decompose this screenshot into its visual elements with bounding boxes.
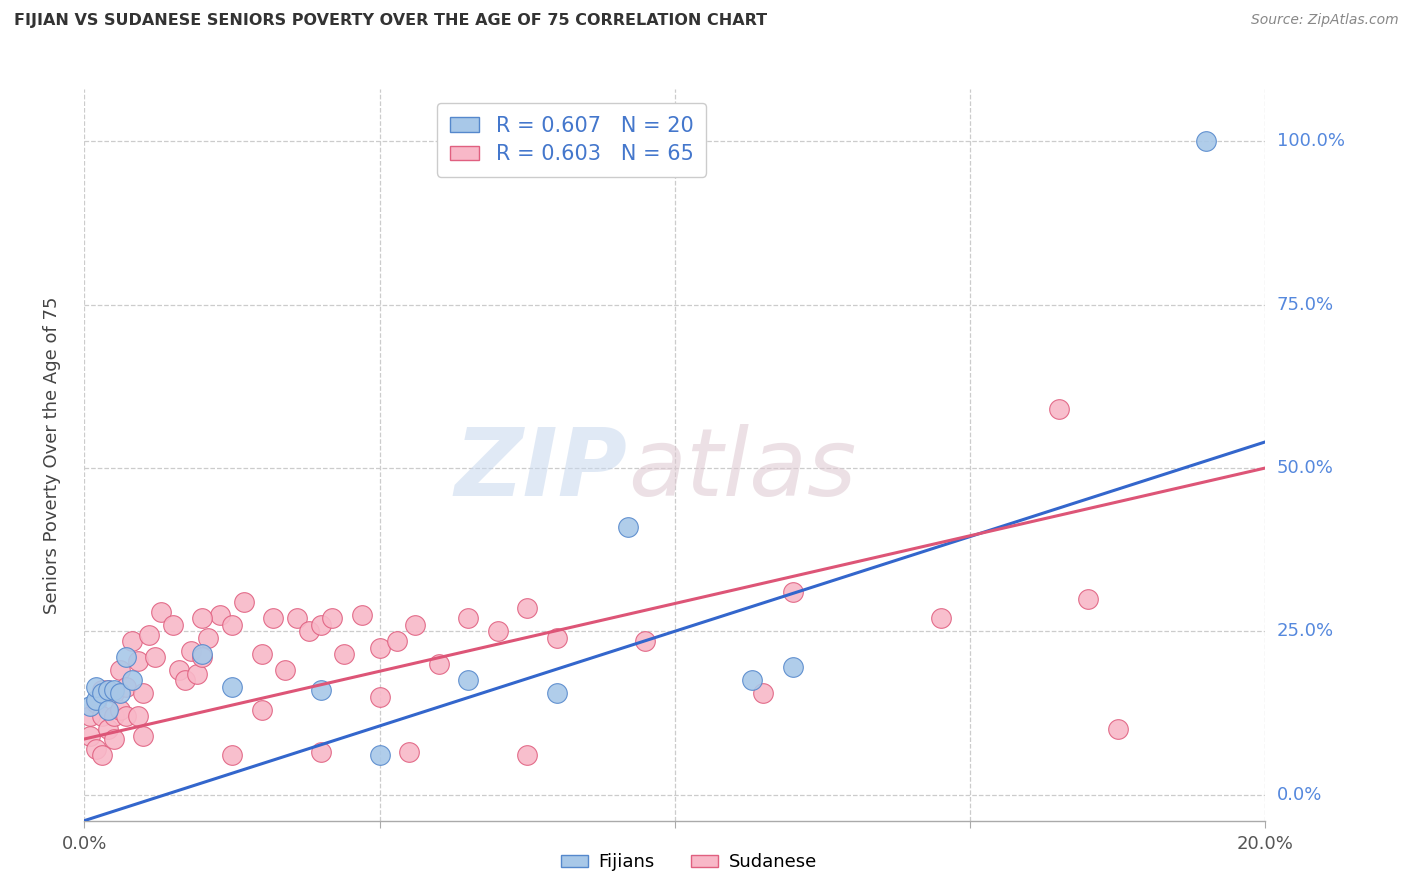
Point	[132, 686, 155, 700]
Text: FIJIAN VS SUDANESE SENIORS POVERTY OVER THE AGE OF 75 CORRELATION CHART: FIJIAN VS SUDANESE SENIORS POVERTY OVER …	[14, 13, 768, 29]
Point	[221, 680, 243, 694]
Point	[616, 520, 638, 534]
Point	[162, 617, 184, 632]
Point	[274, 664, 297, 678]
Text: 25.0%: 25.0%	[1277, 623, 1334, 640]
Point	[121, 634, 143, 648]
Point	[368, 640, 391, 655]
Point	[84, 696, 107, 710]
Point	[232, 595, 254, 609]
Point	[486, 624, 509, 639]
Point	[398, 745, 420, 759]
Point	[191, 647, 214, 661]
Point	[103, 709, 125, 723]
Point	[1195, 135, 1218, 149]
Point	[250, 647, 273, 661]
Point	[121, 673, 143, 688]
Point	[221, 617, 243, 632]
Text: 100.0%: 100.0%	[1277, 132, 1344, 151]
Point	[191, 611, 214, 625]
Point	[91, 748, 114, 763]
Point	[516, 748, 538, 763]
Point	[143, 650, 166, 665]
Point	[114, 709, 136, 723]
Point	[186, 666, 208, 681]
Point	[103, 731, 125, 746]
Point	[127, 709, 149, 723]
Text: Source: ZipAtlas.com: Source: ZipAtlas.com	[1251, 13, 1399, 28]
Point	[929, 611, 952, 625]
Point	[546, 631, 568, 645]
Point	[79, 729, 101, 743]
Point	[1077, 591, 1099, 606]
Point	[108, 686, 131, 700]
Point	[634, 634, 657, 648]
Point	[114, 680, 136, 694]
Point	[516, 601, 538, 615]
Point	[114, 650, 136, 665]
Text: 0.0%: 0.0%	[1277, 786, 1322, 804]
Point	[309, 745, 332, 759]
Point	[91, 686, 114, 700]
Point	[209, 607, 232, 622]
Text: ZIP: ZIP	[454, 424, 627, 516]
Point	[546, 686, 568, 700]
Point	[91, 709, 114, 723]
Point	[387, 634, 409, 648]
Point	[741, 673, 763, 688]
Point	[97, 723, 120, 737]
Point	[321, 611, 343, 625]
Point	[79, 709, 101, 723]
Point	[1047, 402, 1070, 417]
Point	[197, 631, 219, 645]
Y-axis label: Seniors Poverty Over the Age of 75: Seniors Poverty Over the Age of 75	[42, 296, 60, 614]
Text: 50.0%: 50.0%	[1277, 459, 1333, 477]
Point	[127, 654, 149, 668]
Point	[138, 627, 160, 641]
Point	[457, 611, 479, 625]
Legend: Fijians, Sudanese: Fijians, Sudanese	[554, 847, 824, 879]
Point	[108, 703, 131, 717]
Point	[97, 683, 120, 698]
Point	[84, 693, 107, 707]
Point	[309, 617, 332, 632]
Point	[97, 683, 120, 698]
Point	[782, 585, 804, 599]
Point	[457, 673, 479, 688]
Point	[350, 607, 373, 622]
Point	[167, 664, 190, 678]
Point	[103, 683, 125, 698]
Legend: R = 0.607   N = 20, R = 0.603   N = 65: R = 0.607 N = 20, R = 0.603 N = 65	[437, 103, 706, 177]
Point	[150, 605, 173, 619]
Point	[782, 660, 804, 674]
Point	[368, 690, 391, 704]
Point	[221, 748, 243, 763]
Point	[79, 699, 101, 714]
Point	[250, 703, 273, 717]
Point	[84, 680, 107, 694]
Point	[404, 617, 426, 632]
Point	[298, 624, 321, 639]
Point	[285, 611, 308, 625]
Text: 75.0%: 75.0%	[1277, 296, 1334, 314]
Point	[1107, 723, 1129, 737]
Point	[103, 686, 125, 700]
Point	[309, 683, 332, 698]
Point	[91, 683, 114, 698]
Point	[84, 741, 107, 756]
Point	[173, 673, 195, 688]
Point	[368, 748, 391, 763]
Point	[752, 686, 775, 700]
Point	[427, 657, 450, 671]
Point	[132, 729, 155, 743]
Point	[97, 703, 120, 717]
Point	[262, 611, 284, 625]
Text: atlas: atlas	[627, 424, 856, 515]
Point	[333, 647, 356, 661]
Point	[191, 650, 214, 665]
Point	[180, 644, 202, 658]
Point	[108, 664, 131, 678]
